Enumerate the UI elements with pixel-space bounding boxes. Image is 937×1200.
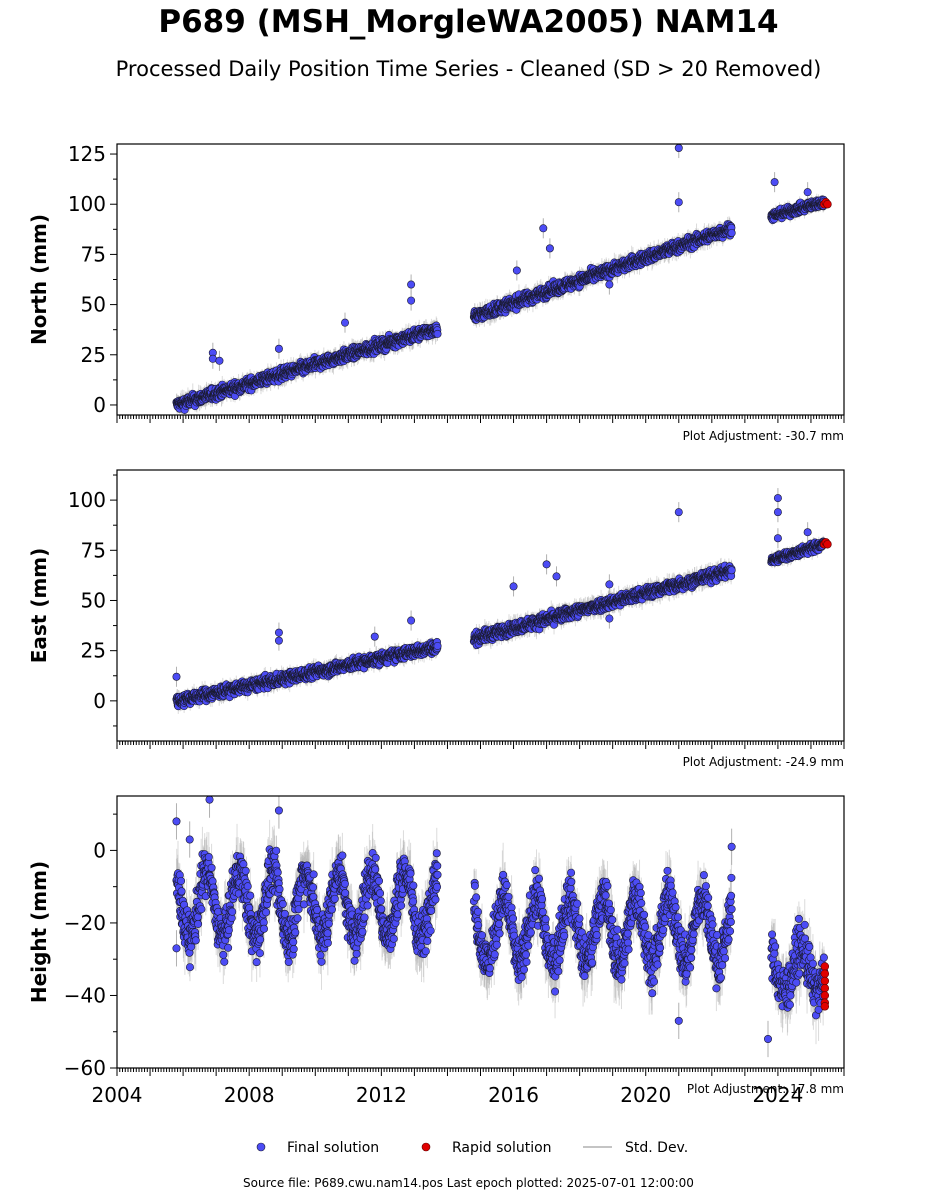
final-point [407,280,416,289]
y-tick-label: 100 [68,192,106,216]
chart-title: P689 (MSH_MorgleWA2005) NAM14 [158,4,779,40]
final-point [407,296,416,305]
final-point [512,266,521,275]
final-point [215,356,224,365]
final-point [433,329,442,338]
chart-subtitle: Processed Daily Position Time Series - C… [115,57,822,81]
y-tick-label: 0 [93,393,106,417]
panel-1: 0 25 50 75 100 125 North (mm) Plot Adjustment: … [27,142,845,443]
rapid-point [823,200,832,209]
final-point [770,178,779,187]
plot-area [172,488,832,714]
plot-adjustment-label: Plot Adjustment: -30.7 mm [683,429,844,443]
y-tick-label: 75 [81,242,106,266]
final-point [208,354,217,363]
y-tick-label: 125 [68,142,106,166]
y-tick-label: 25 [81,343,106,367]
final-point [674,198,683,207]
plot-area [172,144,832,415]
y-tick-label: 50 [81,293,106,317]
final-solution-points [172,144,832,414]
final-point [674,144,683,153]
final-point [803,188,812,197]
y-axis-label: North (mm) [27,214,51,345]
final-point [539,224,548,233]
y-tick-labels: 0 25 50 75 100 125 [68,142,106,417]
final-point [727,228,736,237]
final-point [341,318,350,327]
final-point [605,280,614,289]
panel-frame [116,143,845,416]
final-point [545,244,554,253]
final-point [274,344,283,353]
